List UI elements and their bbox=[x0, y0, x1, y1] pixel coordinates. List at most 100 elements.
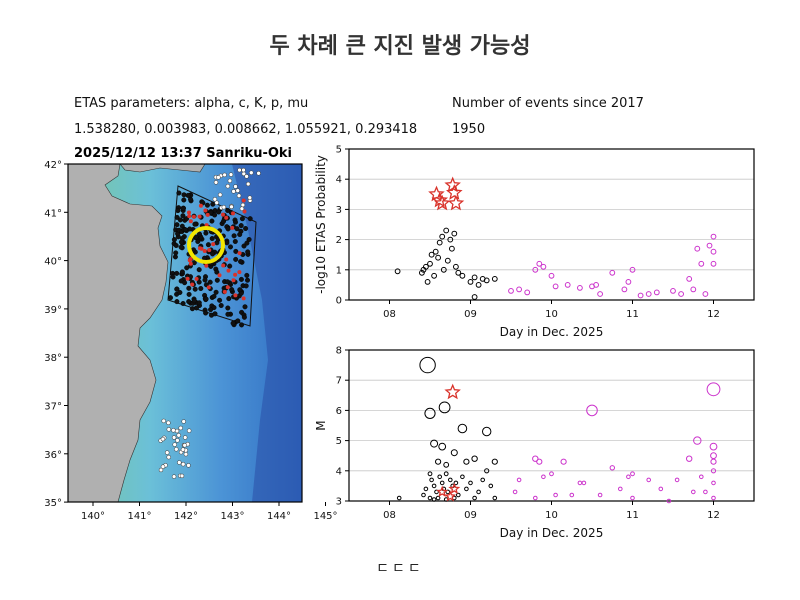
y-tick-label: 7 bbox=[336, 376, 342, 387]
epicenter-dot bbox=[171, 237, 177, 243]
event-point bbox=[609, 269, 616, 276]
event-point bbox=[459, 272, 466, 279]
epicenter-dot bbox=[210, 251, 216, 257]
x-tick-label: 10 bbox=[545, 510, 558, 521]
event-point bbox=[524, 289, 531, 296]
event-point bbox=[456, 492, 461, 498]
epicenter-dot bbox=[213, 289, 219, 295]
event-point bbox=[429, 477, 434, 483]
epicenter-dot bbox=[192, 221, 198, 227]
event-point bbox=[419, 269, 425, 276]
epicenter-dot-old bbox=[174, 447, 179, 452]
event-point bbox=[621, 286, 628, 293]
epicenter-dot-recent bbox=[233, 272, 238, 277]
epicenter-dot bbox=[233, 256, 239, 262]
event-point bbox=[491, 458, 498, 465]
y-axis-label: -log10 ETAS Probability bbox=[314, 155, 328, 294]
event-point bbox=[457, 423, 468, 434]
map-lat-tick: 38° bbox=[44, 353, 62, 364]
epicenter-dot-old bbox=[171, 435, 177, 440]
event-point bbox=[427, 260, 433, 267]
event-point bbox=[436, 239, 443, 246]
x-axis-label: Day in Dec. 2025 bbox=[500, 526, 604, 540]
epicenter-dot-old bbox=[233, 184, 238, 189]
epicenter-dot-recent bbox=[225, 285, 230, 290]
epicenter-dot-old bbox=[229, 204, 234, 210]
event-point bbox=[484, 468, 490, 474]
epicenter-dot bbox=[196, 231, 202, 237]
epicenter-dot bbox=[205, 242, 211, 248]
event-point bbox=[536, 458, 543, 465]
event-point bbox=[424, 407, 436, 419]
plot-frame bbox=[348, 349, 755, 502]
x-tick-label: 09 bbox=[464, 309, 477, 320]
mainshock-star-point bbox=[446, 184, 463, 200]
event-point bbox=[703, 489, 708, 495]
epicenter-dot bbox=[247, 216, 253, 222]
epicenter-dot bbox=[181, 197, 187, 203]
event-point bbox=[609, 465, 615, 471]
event-point bbox=[475, 282, 482, 288]
event-point bbox=[653, 289, 660, 296]
event-point bbox=[491, 276, 498, 282]
x-tick-label: 09 bbox=[464, 510, 477, 521]
epicenter-dot-old bbox=[166, 427, 172, 432]
epicenter-dot bbox=[182, 227, 188, 233]
event-point bbox=[438, 401, 451, 414]
epicenter-dot bbox=[176, 190, 182, 196]
epicenter-dot-old bbox=[180, 461, 186, 467]
etas-params-label: ETAS parameters: alpha, c, K, p, mu bbox=[74, 96, 309, 111]
event-point bbox=[625, 279, 632, 285]
epicenter-dot-recent bbox=[206, 285, 211, 290]
epicenter-dot-old bbox=[247, 195, 253, 200]
event-point bbox=[597, 492, 603, 498]
epicenter-dot bbox=[244, 240, 250, 246]
epicenter-dot bbox=[211, 293, 217, 299]
epicenter-dot-old bbox=[235, 188, 240, 193]
event-point bbox=[467, 279, 474, 285]
epicenter-dot-old bbox=[245, 181, 251, 187]
event-point bbox=[666, 498, 672, 504]
epicenter-dot-recent bbox=[204, 263, 209, 268]
event-point bbox=[710, 468, 717, 474]
event-point bbox=[427, 471, 433, 477]
event-point bbox=[435, 495, 441, 501]
event-point bbox=[488, 483, 494, 489]
map-lat-tick: 41° bbox=[44, 208, 62, 219]
page-title: 두 차례 큰 지진 발생 가능성 bbox=[269, 34, 531, 59]
epicenter-dot bbox=[230, 320, 236, 326]
epicenter-dot-recent bbox=[217, 273, 222, 278]
epicenter-dot-old bbox=[176, 433, 181, 438]
epicenter-dot-recent bbox=[237, 251, 242, 256]
event-point bbox=[711, 480, 716, 486]
map-lat-tick: 35° bbox=[44, 498, 62, 509]
event-point bbox=[597, 291, 603, 297]
epicenter-dot-old bbox=[237, 167, 242, 173]
mainshock-star-point bbox=[444, 383, 461, 400]
epicenter-dot bbox=[218, 303, 224, 309]
epicenter-dot bbox=[212, 311, 218, 317]
epicenter-dot bbox=[174, 222, 180, 228]
events-count-value: 1950 bbox=[452, 122, 486, 137]
epicenter-dot-recent bbox=[224, 215, 229, 220]
epicenter-dot bbox=[245, 249, 251, 255]
event-point bbox=[702, 291, 709, 297]
epicenter-dot-old bbox=[213, 180, 219, 185]
epicenter-dot-recent bbox=[222, 289, 227, 294]
event-point bbox=[533, 495, 538, 501]
map-lat-tick: 40° bbox=[44, 257, 62, 268]
map-lat-tick: 36° bbox=[44, 450, 62, 461]
event-point bbox=[706, 242, 713, 249]
event-point bbox=[424, 279, 431, 285]
event-point bbox=[553, 492, 558, 498]
event-point bbox=[560, 458, 567, 465]
event-point bbox=[492, 495, 498, 501]
event-point bbox=[686, 276, 693, 282]
event-point bbox=[710, 233, 717, 240]
event-point bbox=[439, 233, 446, 240]
event-point bbox=[453, 263, 459, 270]
event-point bbox=[468, 480, 473, 486]
event-point bbox=[678, 291, 684, 297]
event-point bbox=[455, 269, 462, 276]
